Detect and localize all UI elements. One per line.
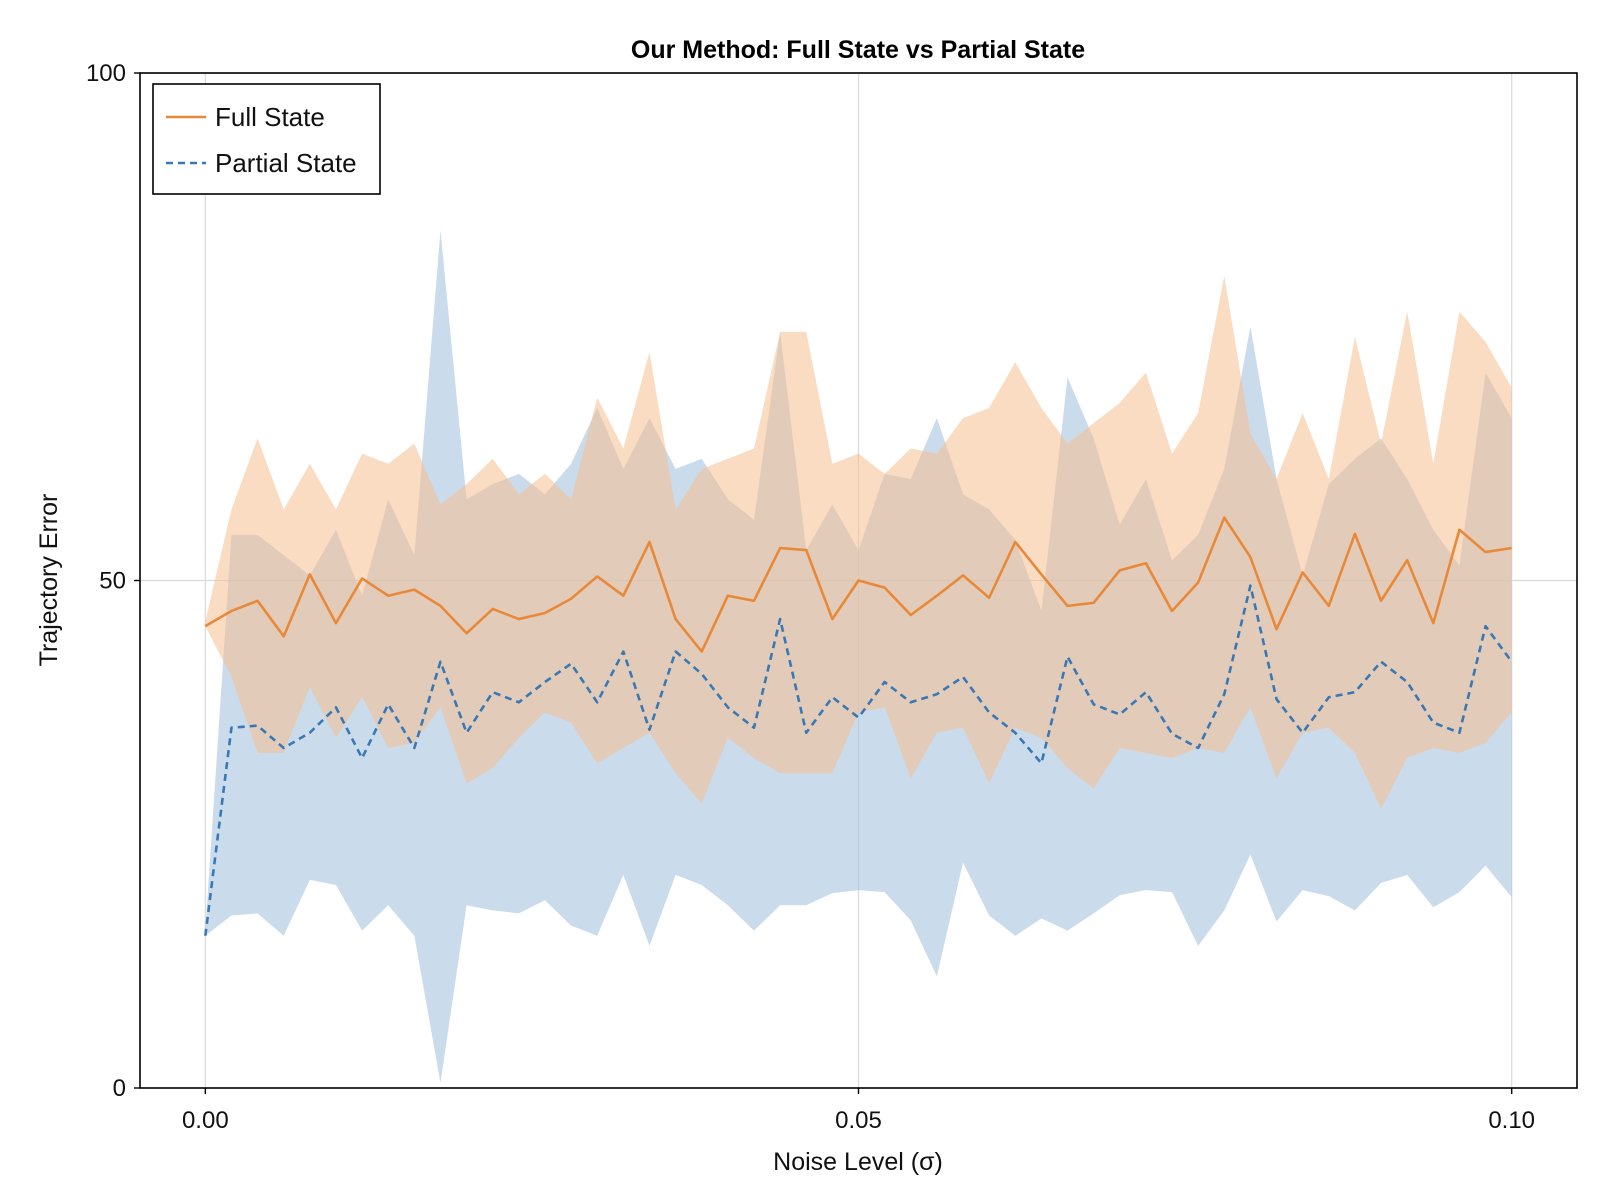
band-full-state xyxy=(205,276,1512,809)
y-axis-label: Trajectory Error xyxy=(35,494,63,667)
y-tick-label: 100 xyxy=(86,60,126,87)
x-tick-label: 0.10 xyxy=(1488,1107,1535,1134)
legend-label-full-state: Full State xyxy=(215,102,325,132)
series-line-partial-state xyxy=(204,584,1513,936)
x-tick-label: 0.05 xyxy=(835,1107,882,1134)
legend: Full State Partial State xyxy=(152,83,381,195)
tick-layer: 0.00 0.05 0.10 0 50 100 xyxy=(86,60,1535,1134)
x-tick-label: 0.00 xyxy=(182,1107,229,1134)
y-tick-label: 0 xyxy=(113,1075,126,1102)
chart-title: Our Method: Full State vs Partial State xyxy=(631,36,1085,64)
legend-box xyxy=(152,83,381,195)
y-tick-label: 50 xyxy=(99,568,126,595)
x-axis-label: Noise Level (σ) xyxy=(773,1148,943,1176)
legend-label-partial-state: Partial State xyxy=(215,148,357,178)
line-layer xyxy=(204,516,1513,936)
series-line-full-state xyxy=(204,516,1512,653)
band-layer xyxy=(205,230,1512,1083)
